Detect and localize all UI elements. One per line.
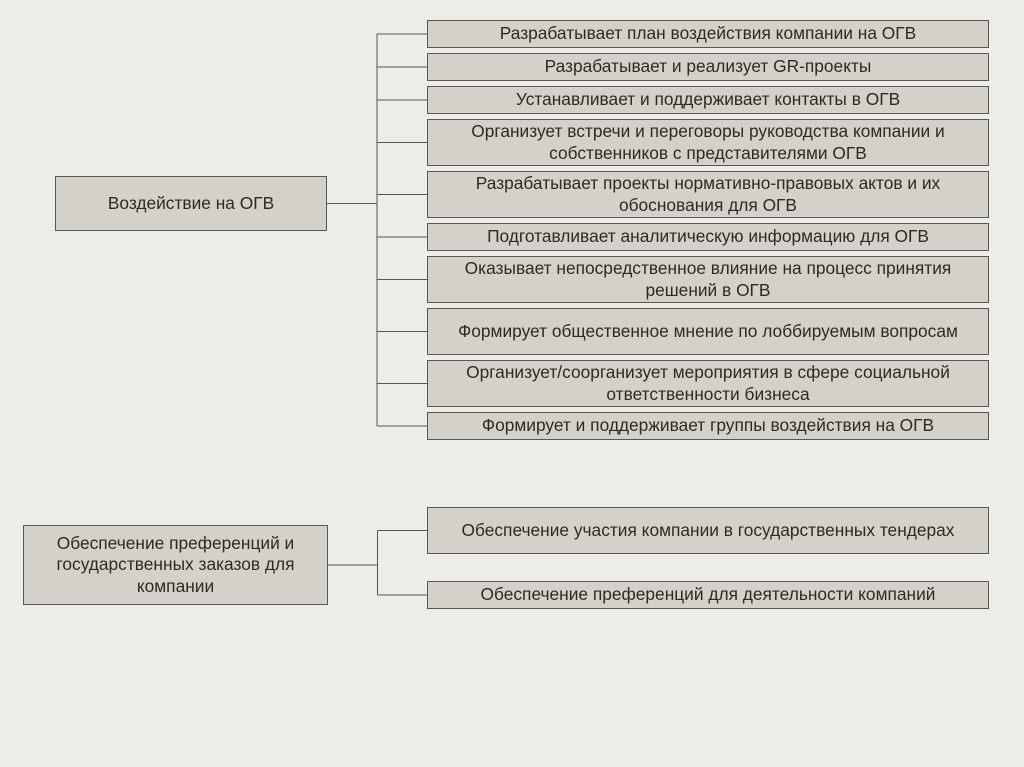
item-box-g1-4: Разрабатывает проекты нормативно-правовы… — [427, 171, 989, 218]
item-box-g1-3: Организует встречи и переговоры руководс… — [427, 119, 989, 166]
item-box-g1-6: Оказывает непосредственное влияние на пр… — [427, 256, 989, 303]
item-box-g1-1: Разрабатывает и реализует GR-проекты — [427, 53, 989, 81]
item-box-g1-2: Устанавливает и поддерживает контакты в … — [427, 86, 989, 114]
item-box-g2-1: Обеспечение преференций для деятельности… — [427, 581, 989, 609]
item-box-g1-0: Разрабатывает план воздействия компании … — [427, 20, 989, 48]
diagram-canvas: Воздействие на ОГВ Разрабатывает план воз… — [0, 0, 1024, 767]
item-box-g1-7: Формирует общественное мнение по лоббиру… — [427, 308, 989, 355]
category-box-g1: Воздействие на ОГВ — [55, 176, 327, 231]
item-box-g1-5: Подготавливает аналитическую информацию … — [427, 223, 989, 251]
item-box-g1-8: Организует/соорганизует мероприятия в сф… — [427, 360, 989, 407]
item-box-g1-9: Формирует и поддерживает группы воздейст… — [427, 412, 989, 440]
item-box-g2-0: Обеспечение участия компании в государст… — [427, 507, 989, 554]
category-box-g2: Обеспечение преференций и государственны… — [23, 525, 328, 605]
